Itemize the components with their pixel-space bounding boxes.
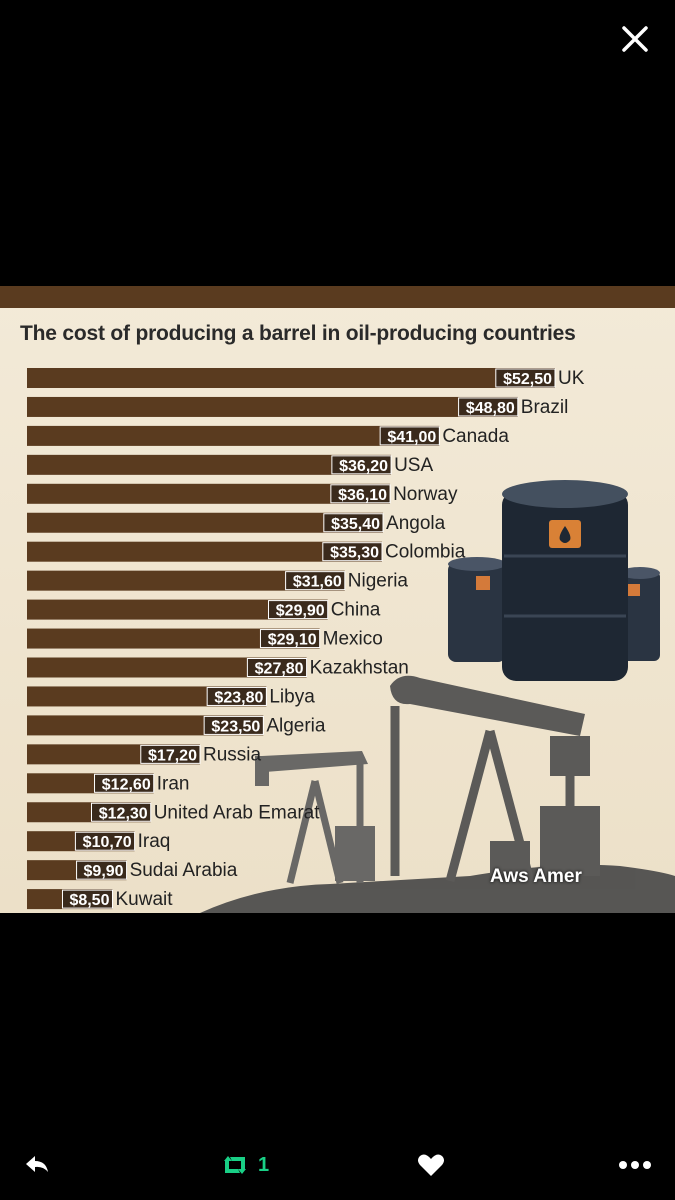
- value-label: $12,60: [102, 776, 151, 793]
- category-label: Mexico: [323, 629, 383, 650]
- category-label: UK: [558, 368, 585, 389]
- more-button[interactable]: [615, 1140, 655, 1190]
- oil-barrels-illustration: [448, 480, 660, 681]
- value-label-box: [74, 831, 136, 851]
- value-label-box: [76, 860, 128, 880]
- value-label: $9,90: [84, 863, 124, 880]
- value-label: $29,90: [276, 603, 325, 620]
- value-label-box: [203, 715, 264, 735]
- bar: [27, 599, 328, 620]
- more-icon: [619, 1161, 651, 1169]
- value-label-box: [259, 629, 321, 649]
- bar: [27, 512, 384, 533]
- value-label: $35,40: [331, 516, 380, 533]
- value-label-box: [140, 744, 201, 764]
- bar: [27, 368, 555, 388]
- heart-icon: [418, 1154, 444, 1176]
- value-label-box: [322, 542, 383, 562]
- value-label-box: [285, 571, 346, 591]
- value-label: $31,60: [293, 574, 342, 591]
- category-label: Libya: [269, 686, 315, 707]
- reply-icon: [26, 1156, 48, 1172]
- value-label-box: [379, 426, 440, 446]
- value-label: $35,30: [330, 545, 379, 562]
- value-label-box: [268, 600, 329, 620]
- watermark: Aws Amer: [490, 866, 582, 887]
- category-label: United Arab Emarat: [154, 802, 321, 823]
- infographic-image[interactable]: $52,50 UK $48,80 Brazil $41,00 Canada $36,20 US…: [0, 286, 675, 913]
- category-label: Iran: [157, 773, 190, 794]
- value-label-box: [61, 889, 113, 909]
- close-icon: [622, 26, 648, 52]
- bar: [27, 396, 518, 417]
- category-label: Iraq: [138, 831, 171, 852]
- bar-chart: $52,50 UK $48,80 Brazil $41,00 Canada $36,20 US…: [27, 368, 675, 913]
- retweet-button[interactable]: 1: [218, 1140, 269, 1190]
- category-label: Kazakhstan: [310, 658, 409, 679]
- category-label: Algeria: [266, 715, 326, 736]
- bar: [27, 425, 440, 446]
- category-label: Russia: [203, 744, 262, 765]
- bar: [27, 570, 345, 591]
- category-label: Canada: [442, 426, 509, 447]
- value-label: $29,10: [268, 632, 317, 649]
- reply-button[interactable]: [20, 1140, 54, 1190]
- value-label: $52,50: [503, 371, 552, 388]
- value-label: $48,80: [466, 400, 515, 417]
- category-label: Nigeria: [348, 571, 409, 592]
- value-label: $36,20: [339, 458, 388, 475]
- chart-title: The cost of producing a barrel in oil-pr…: [20, 322, 576, 345]
- value-label-box: [323, 513, 384, 533]
- category-label: Angola: [386, 513, 446, 534]
- value-label-box: [91, 802, 152, 822]
- value-label-box: [206, 686, 267, 706]
- value-label: $17,20: [148, 747, 197, 764]
- category-label: China: [331, 600, 381, 621]
- value-label: $23,80: [214, 689, 263, 706]
- like-button[interactable]: [416, 1140, 446, 1190]
- value-label-box: [246, 658, 308, 677]
- bar: [27, 454, 392, 475]
- value-label: $8,50: [69, 892, 109, 909]
- category-label: USA: [394, 455, 433, 476]
- value-label: $36,10: [338, 487, 387, 504]
- category-label: Norway: [393, 484, 458, 505]
- value-label: $23,50: [211, 718, 260, 735]
- bars-layer: $52,50 UK $48,80 Brazil $41,00 Canada $36,20 US…: [27, 368, 585, 910]
- category-label: Sudai Arabia: [130, 860, 238, 881]
- bar: [27, 686, 267, 707]
- value-label: $10,70: [83, 834, 132, 851]
- value-label-box: [458, 397, 519, 417]
- oil-pump-illustration: [200, 675, 675, 913]
- value-label-box: [331, 455, 392, 475]
- bar: [27, 628, 320, 649]
- top-band: [0, 286, 675, 308]
- value-label-box: [330, 484, 391, 504]
- bar: [27, 657, 307, 678]
- value-label-box: [495, 368, 556, 388]
- value-label: $27,80: [255, 661, 304, 678]
- category-label: Brazil: [521, 397, 569, 418]
- category-label: Colombia: [385, 542, 466, 563]
- action-bar: 1: [0, 1140, 675, 1190]
- bar: [27, 541, 383, 562]
- close-button[interactable]: [614, 20, 654, 60]
- category-label: Kuwait: [115, 889, 173, 910]
- value-label-box: [94, 773, 155, 793]
- retweet-count: 1: [258, 1153, 270, 1176]
- retweet-icon: [224, 1156, 246, 1174]
- value-label: $12,30: [99, 805, 148, 822]
- value-label: $41,00: [387, 429, 436, 446]
- bar: [27, 483, 391, 504]
